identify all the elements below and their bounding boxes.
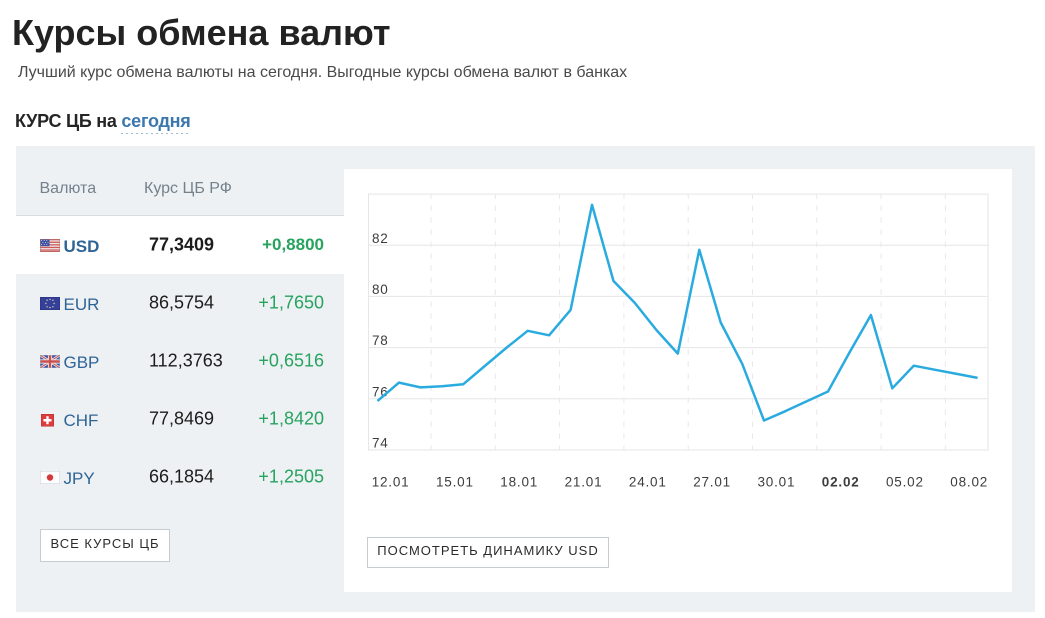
- svg-text:80: 80: [372, 282, 389, 297]
- svg-text:78: 78: [372, 333, 389, 348]
- svg-text:24.01: 24.01: [629, 475, 667, 490]
- svg-text:82: 82: [372, 231, 389, 246]
- svg-text:12.01: 12.01: [372, 475, 410, 490]
- svg-text:30.01: 30.01: [758, 475, 796, 490]
- svg-text:18.01: 18.01: [500, 475, 538, 490]
- svg-text:74: 74: [372, 436, 389, 451]
- svg-text:08.02: 08.02: [950, 475, 988, 490]
- svg-text:15.01: 15.01: [436, 475, 474, 490]
- svg-text:27.01: 27.01: [693, 475, 731, 490]
- svg-text:05.02: 05.02: [886, 475, 924, 490]
- svg-text:21.01: 21.01: [565, 475, 603, 490]
- svg-text:02.02: 02.02: [822, 475, 860, 490]
